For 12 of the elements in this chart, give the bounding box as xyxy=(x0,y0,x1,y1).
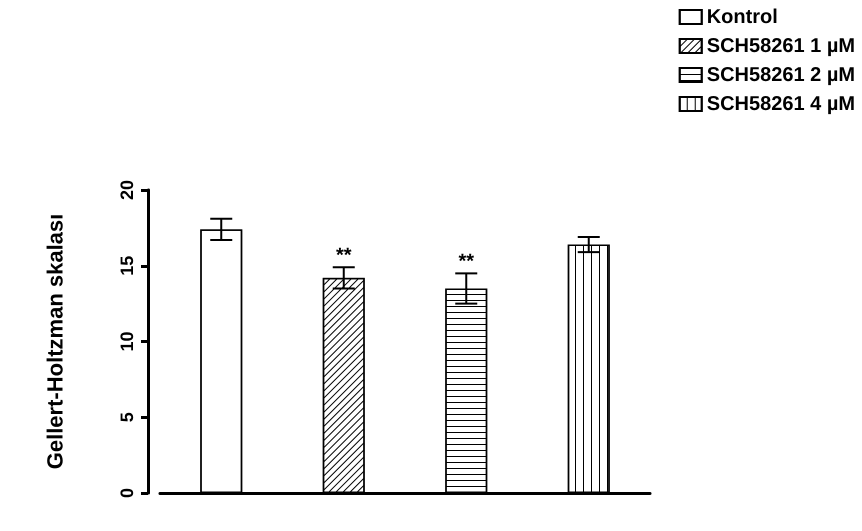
data-label: ** xyxy=(336,244,352,266)
legend-label: SCH58261 1 µM xyxy=(706,35,856,57)
legend-label: SCH58261 2 µM xyxy=(706,64,856,86)
legend-label: Kontrol xyxy=(706,6,778,28)
data-label: ** xyxy=(458,250,474,272)
y-tick-label: 5 xyxy=(117,412,137,422)
y-tick-label: 15 xyxy=(117,256,137,276)
legend-label: SCH58261 4 µM xyxy=(706,93,856,115)
y-tick-label: 10 xyxy=(117,331,137,352)
y-tick-label: 0 xyxy=(117,488,137,498)
y-axis-title: Gellert-Holtzman skalası xyxy=(42,214,68,470)
y-tick-label: 20 xyxy=(117,180,137,200)
